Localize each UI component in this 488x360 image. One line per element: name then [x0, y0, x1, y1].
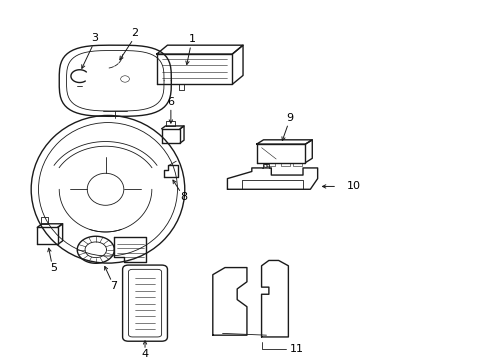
- Text: 5: 5: [50, 263, 57, 273]
- Text: 1: 1: [188, 34, 195, 44]
- Text: 9: 9: [285, 113, 292, 123]
- Text: 11: 11: [289, 344, 303, 354]
- Text: 10: 10: [346, 181, 360, 192]
- Text: 4: 4: [141, 349, 148, 359]
- Text: 6: 6: [167, 97, 174, 107]
- Text: 2: 2: [131, 28, 138, 39]
- Text: 3: 3: [91, 33, 98, 43]
- Text: 8: 8: [180, 193, 187, 202]
- Text: 7: 7: [110, 282, 117, 292]
